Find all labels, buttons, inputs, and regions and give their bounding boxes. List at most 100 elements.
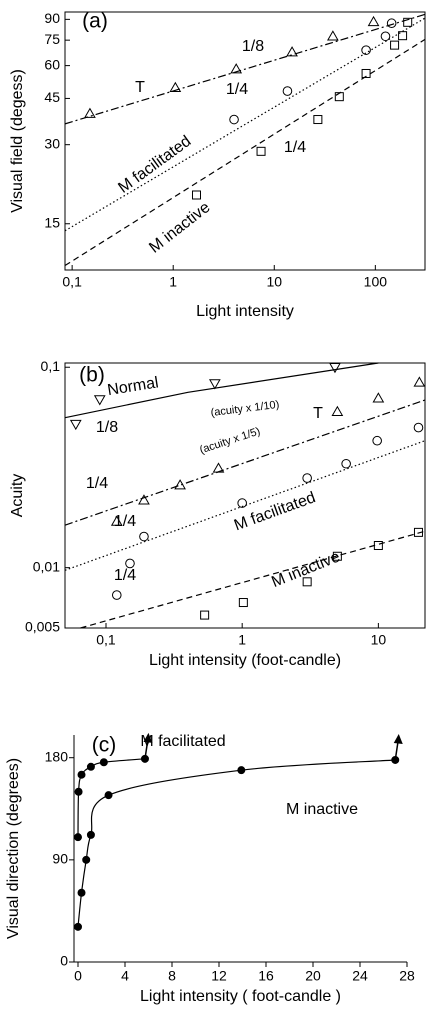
x-tick-label: 1 bbox=[238, 632, 246, 648]
plot-frame bbox=[64, 362, 426, 629]
marker-triangle-down bbox=[208, 379, 221, 390]
y-axis-title: Visual direction (degrees) bbox=[5, 758, 22, 939]
y-tick-label: 0,1 bbox=[41, 358, 61, 374]
y-tick-label: 90 bbox=[44, 10, 60, 26]
y-tick-label: 0,005 bbox=[25, 619, 60, 635]
annotation: M inactive bbox=[286, 801, 358, 818]
marker-dot bbox=[86, 830, 95, 839]
x-axis-title: Light intensity bbox=[196, 303, 294, 320]
marker-triangle bbox=[230, 63, 243, 74]
annotation: M facilitated bbox=[115, 133, 194, 197]
marker-dot bbox=[86, 762, 95, 771]
marker-dot bbox=[77, 888, 86, 897]
series-line bbox=[77, 758, 146, 838]
x-tick-label: 0,1 bbox=[62, 274, 82, 290]
annotation: 1/4 bbox=[114, 513, 136, 530]
x-tick-label: 12 bbox=[211, 968, 227, 984]
marker-triangle bbox=[138, 494, 150, 505]
annotation: 1/4 bbox=[86, 475, 108, 492]
panel: 0,1 1 10 100 15 30 45 60 75 90 Light intensity Visu… bbox=[9, 10, 426, 320]
x-tick-label: 10 bbox=[266, 274, 282, 290]
series-line bbox=[64, 362, 379, 419]
marker-triangle bbox=[286, 46, 298, 57]
plot-frame bbox=[64, 11, 426, 271]
x-tick-label: 0,1 bbox=[96, 632, 116, 648]
marker-triangle bbox=[84, 107, 96, 118]
y-tick-label: 30 bbox=[44, 135, 60, 151]
marker-triangle-down bbox=[329, 362, 341, 374]
y-tick-label: 180 bbox=[45, 748, 69, 764]
y-tick-label: 15 bbox=[44, 214, 60, 230]
y-axis-title: Visual field (degess) bbox=[9, 69, 26, 213]
marker-square bbox=[390, 40, 400, 50]
marker-triangle bbox=[331, 405, 344, 416]
x-tick-label: 4 bbox=[121, 968, 129, 984]
panel-label: (a) bbox=[82, 10, 108, 33]
marker-circle bbox=[139, 531, 149, 542]
marker-dot bbox=[391, 755, 400, 764]
y-tick-label: 90 bbox=[52, 851, 68, 867]
marker-triangle bbox=[372, 392, 385, 403]
marker-dot bbox=[237, 766, 246, 775]
marker-triangle bbox=[413, 376, 426, 387]
marker-square bbox=[200, 610, 210, 620]
series-line bbox=[64, 13, 426, 125]
marker-square bbox=[403, 17, 413, 27]
annotation: M facilitated bbox=[232, 489, 318, 534]
marker-circle bbox=[341, 458, 351, 469]
y-tick-label: 45 bbox=[44, 89, 60, 105]
marker-circle bbox=[380, 31, 391, 42]
y-tick-label: 0,01 bbox=[33, 558, 60, 574]
marker-square bbox=[256, 146, 266, 156]
y-tick-label: 75 bbox=[44, 31, 60, 47]
x-tick-label: 24 bbox=[352, 968, 368, 984]
series-line bbox=[64, 38, 426, 267]
marker-circle bbox=[229, 114, 239, 125]
annotation: 1/4 bbox=[226, 81, 248, 98]
marker-triangle bbox=[169, 81, 182, 93]
marker-square bbox=[332, 551, 342, 561]
panel-label: (c) bbox=[92, 734, 117, 757]
marker-triangle bbox=[110, 515, 123, 526]
arrow-head bbox=[393, 733, 403, 744]
marker-circle bbox=[111, 590, 122, 600]
annotation: Normal bbox=[106, 374, 160, 399]
marker-circle bbox=[302, 473, 312, 483]
x-tick-label: 0 bbox=[74, 968, 82, 984]
marker-dot bbox=[74, 787, 83, 796]
marker-circle bbox=[413, 422, 424, 433]
annotation: M inactive bbox=[269, 548, 342, 591]
marker-square bbox=[313, 115, 323, 125]
series-line bbox=[77, 759, 396, 927]
annotation: (acuity x 1/5) bbox=[198, 425, 262, 456]
marker-circle bbox=[282, 86, 293, 96]
marker-square bbox=[373, 541, 383, 551]
marker-dot bbox=[104, 791, 113, 800]
annotation: M inactive bbox=[146, 199, 213, 257]
x-axis-title: Light intensity (foot-candle) bbox=[149, 652, 341, 669]
annotation: 1/4 bbox=[114, 567, 136, 584]
marker-circle bbox=[372, 435, 382, 446]
annotation: 1/4 bbox=[284, 139, 306, 156]
marker-circle bbox=[125, 558, 135, 569]
annotation: T bbox=[313, 405, 323, 422]
x-tick-label: 8 bbox=[168, 968, 176, 984]
series-line bbox=[64, 17, 426, 232]
x-tick-label: 10 bbox=[371, 632, 387, 648]
x-tick-label: 20 bbox=[305, 968, 321, 984]
marker-square bbox=[398, 31, 408, 41]
marker-triangle bbox=[327, 30, 339, 41]
x-tick-label: 28 bbox=[399, 968, 415, 984]
marker-triangle-down bbox=[93, 395, 106, 406]
x-tick-label: 100 bbox=[364, 274, 388, 290]
panel: 0,1 1 10 0,005 0,01 0,1 Light intensity (foot-… bbox=[9, 358, 426, 669]
annotation: 1/8 bbox=[96, 419, 118, 436]
arrow-head bbox=[143, 732, 153, 743]
panel-label: (b) bbox=[79, 364, 105, 387]
marker-dot bbox=[77, 770, 86, 779]
marker-circle bbox=[237, 498, 247, 508]
y-tick-label: 0 bbox=[60, 953, 68, 969]
marker-square bbox=[302, 577, 312, 587]
marker-triangle-down bbox=[69, 419, 82, 431]
